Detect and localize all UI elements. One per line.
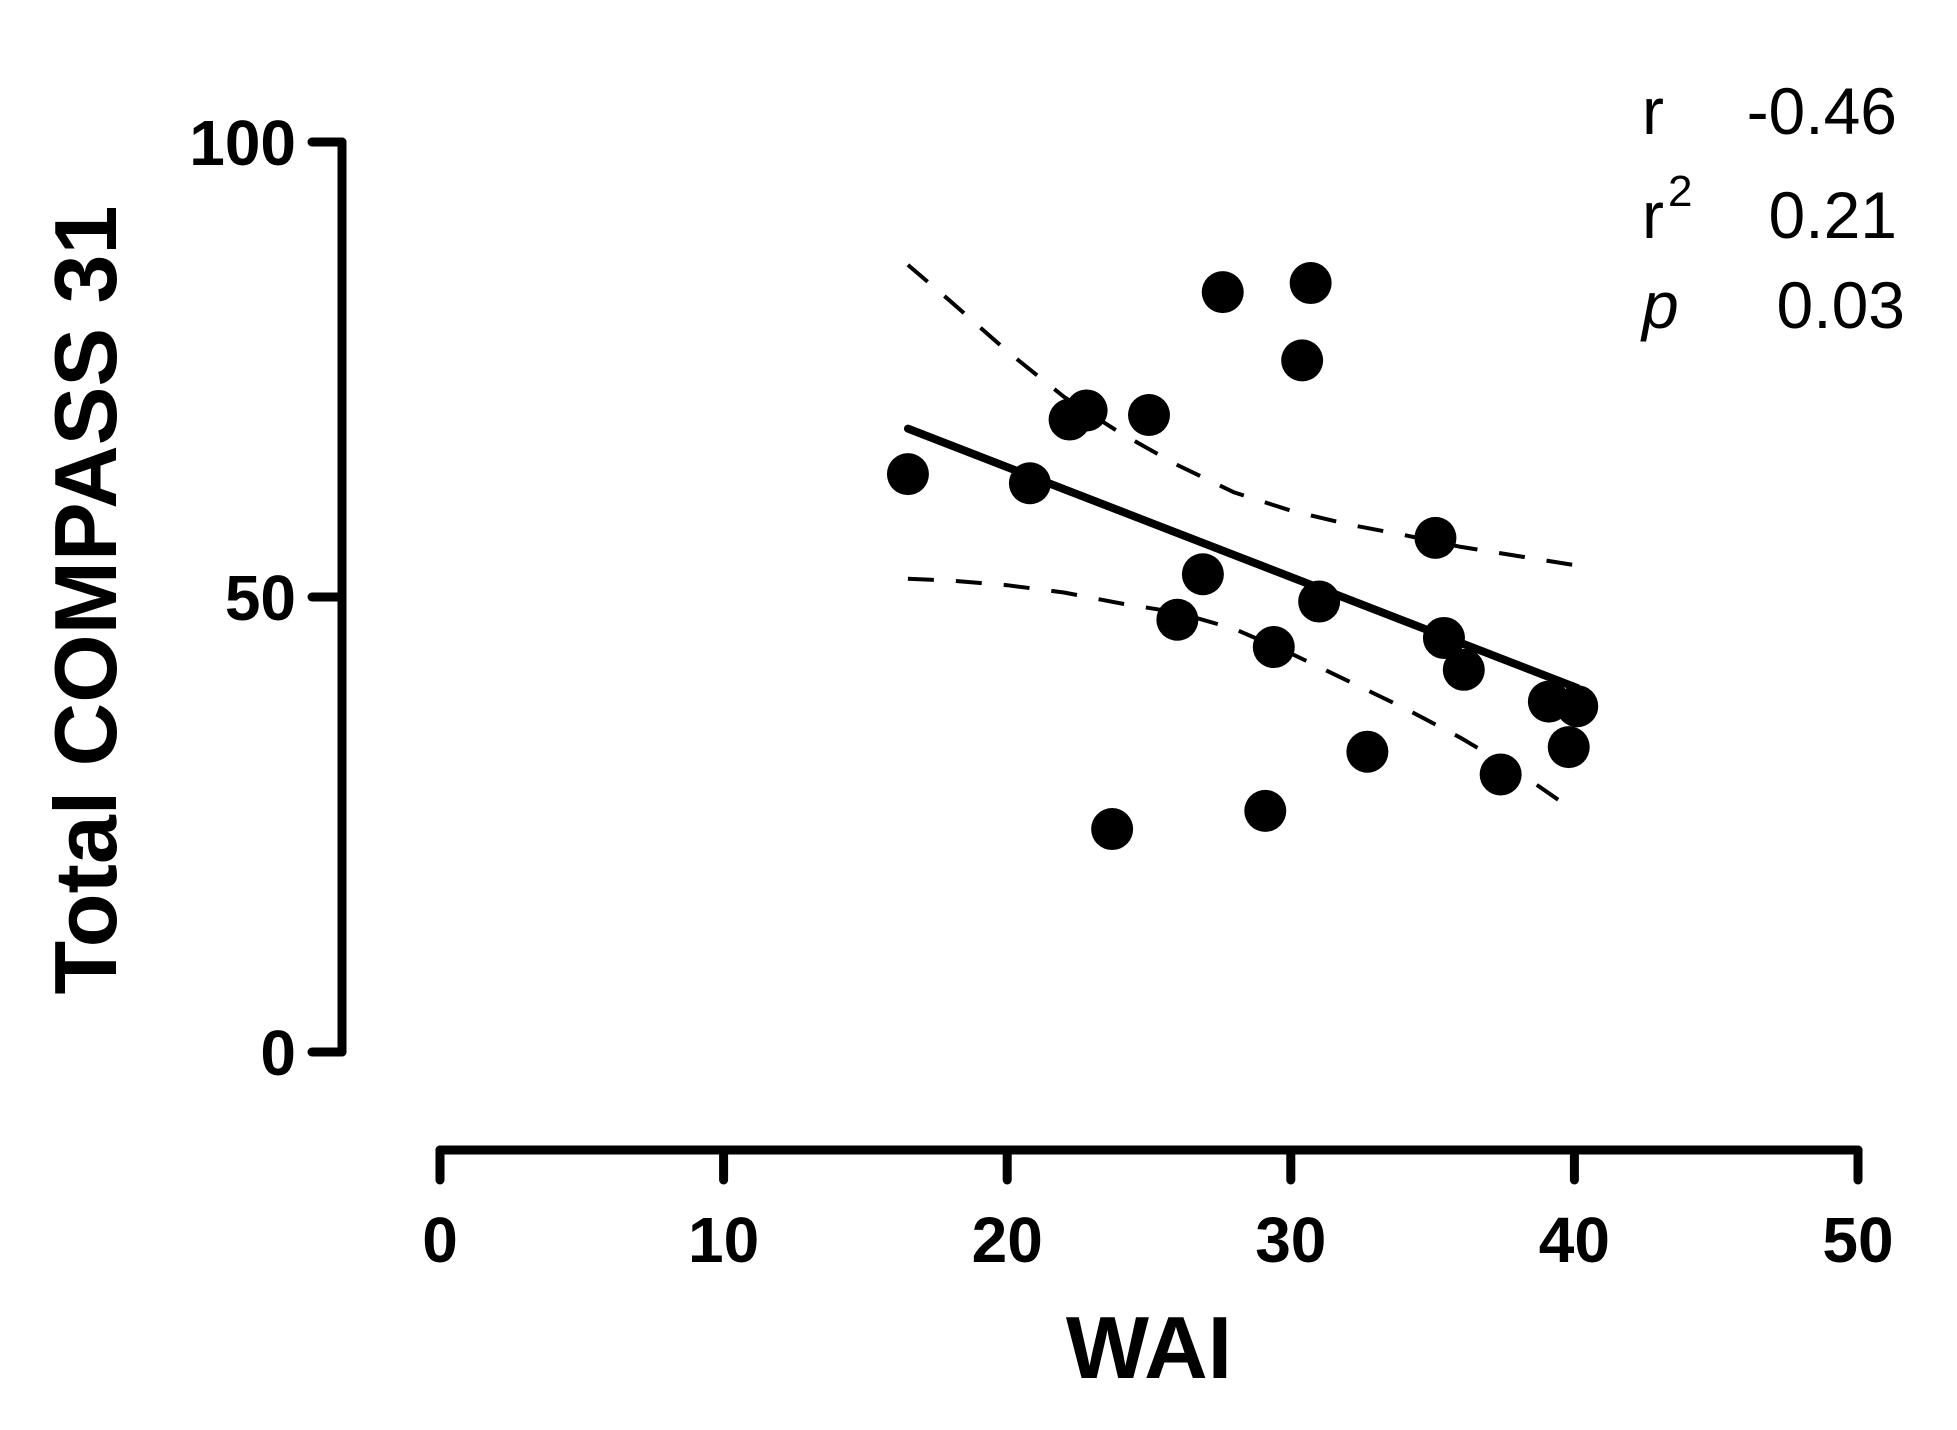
data-point-12 [1281, 339, 1324, 382]
r2-superscript: 2 [1668, 167, 1692, 216]
data-point-16 [1414, 516, 1457, 559]
data-point-10 [1244, 789, 1287, 832]
confidence-band [906, 263, 1576, 813]
p-label: p [1640, 268, 1679, 342]
x-axis-ticks: 0 10 20 30 40 50 [422, 1145, 1894, 1276]
y-tick-label-50: 50 [225, 562, 296, 634]
y-axis-ticks: 0 50 100 [189, 107, 347, 1089]
data-point-21 [1547, 726, 1590, 769]
data-point-5 [1091, 808, 1134, 851]
data-point-15 [1346, 730, 1389, 773]
regression-line-group [903, 424, 1582, 692]
data-point-18 [1442, 648, 1485, 691]
x-tick-label-20: 20 [972, 1204, 1043, 1276]
regression-line [903, 424, 1582, 692]
r2-value: 0.21 [1769, 178, 1897, 252]
ci-upper-line [906, 263, 1575, 568]
r2-label: r [1642, 178, 1664, 252]
data-point-7 [1156, 598, 1199, 641]
ci-lower-line [907, 576, 1576, 813]
x-tick-label-30: 30 [1255, 1204, 1326, 1276]
x-axis-title: WAI [1066, 1298, 1232, 1397]
p-value: 0.03 [1777, 268, 1905, 342]
x-tick-label-0: 0 [422, 1204, 458, 1276]
data-point-4 [1065, 389, 1108, 432]
x-tick-label-50: 50 [1822, 1204, 1893, 1276]
r-value: -0.46 [1747, 74, 1897, 148]
x-tick-label-40: 40 [1539, 1204, 1610, 1276]
x-tick-label-10: 10 [688, 1204, 759, 1276]
data-point-13 [1289, 262, 1332, 305]
data-point-11 [1252, 626, 1295, 669]
data-point-19 [1479, 753, 1522, 796]
y-tick-label-100: 100 [189, 107, 296, 179]
data-points [886, 262, 1599, 851]
data-point-9 [1201, 271, 1244, 314]
data-point-8 [1181, 553, 1224, 596]
y-tick-label-0: 0 [260, 1017, 296, 1089]
data-point-2 [1008, 462, 1051, 505]
data-point-14 [1298, 580, 1341, 623]
data-point-6 [1128, 394, 1170, 436]
data-point-22 [1556, 685, 1599, 728]
data-point-1 [886, 453, 929, 496]
stats-annotation: r -0.46 r 2 0.21 p 0.03 [1640, 74, 1905, 342]
y-axis-title: Total COMPASS 31 [36, 206, 135, 995]
data-point-17 [1422, 616, 1465, 659]
r-label: r [1642, 74, 1664, 148]
